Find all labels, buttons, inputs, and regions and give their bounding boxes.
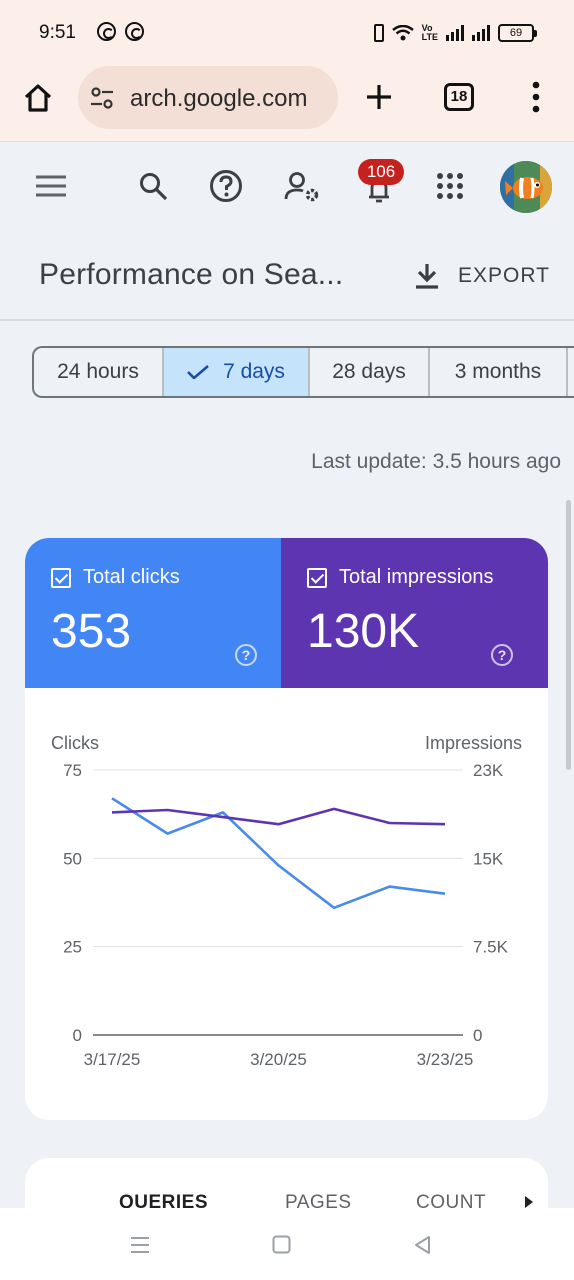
whatsapp-icon	[125, 22, 144, 41]
more-vert-icon	[532, 81, 540, 113]
signal-icon	[472, 25, 490, 41]
apps-grid-icon	[437, 173, 463, 199]
account-avatar[interactable]	[500, 161, 552, 213]
vibrate-icon	[373, 24, 384, 42]
left-tick-label: 0	[73, 1026, 82, 1045]
right-tick-label: 0	[473, 1026, 482, 1045]
help-icon	[210, 170, 242, 202]
total-impressions-tile[interactable]: Total impressions 130K ?	[281, 538, 548, 688]
page-header: Performance on Sea... EXPORT	[0, 233, 574, 321]
impressions-label: Total impressions	[339, 566, 494, 588]
range-chip-3-months[interactable]: 3 months	[430, 348, 568, 396]
url-text[interactable]: arch.google.com	[130, 85, 308, 112]
browser-toolbar: arch.google.com 18	[0, 64, 574, 142]
back-nav-icon[interactable]	[413, 1235, 431, 1255]
new-tab-button[interactable]	[364, 82, 394, 112]
x-tick-label: 3/23/25	[417, 1050, 474, 1068]
home-button[interactable]	[20, 80, 56, 116]
performance-card: Total clicks 353 ? Total impressions 130…	[25, 538, 548, 1120]
browser-menu-button[interactable]	[530, 81, 542, 113]
notification-badge: 106	[358, 159, 404, 185]
left-tick-label: 25	[63, 938, 82, 957]
search-icon	[140, 173, 168, 201]
range-chip-7-days[interactable]: 7 days	[164, 348, 310, 396]
right-tick-label: 7.5K	[473, 938, 509, 957]
help-button[interactable]	[209, 169, 243, 208]
left-tick-label: 75	[63, 761, 82, 780]
signal-icon	[446, 25, 464, 41]
whatsapp-icon	[97, 22, 116, 41]
check-icon	[187, 365, 209, 379]
date-range-selector: 24 hours 7 days 28 days 3 months	[32, 346, 574, 398]
impressions-help-icon[interactable]: ?	[491, 644, 513, 666]
home-nav-icon[interactable]	[272, 1235, 291, 1254]
tab-pages[interactable]: PAGES	[285, 1192, 352, 1213]
apps-button[interactable]	[437, 173, 463, 204]
tabs-scroll-right-icon[interactable]	[525, 1196, 533, 1208]
page-title: Performance on Sea...	[39, 258, 344, 291]
x-tick-label: 3/17/25	[84, 1050, 141, 1068]
search-button[interactable]	[138, 171, 168, 206]
status-bar: 9:51 Vo LTE 69	[0, 0, 574, 64]
volte-icon: Vo LTE	[421, 23, 438, 42]
right-axis-title: Impressions	[425, 733, 522, 753]
system-icons: Vo LTE 69	[373, 22, 537, 44]
range-chip-24-hours[interactable]: 24 hours	[34, 348, 164, 396]
clicks-help-icon[interactable]: ?	[235, 644, 257, 666]
range-chip-28-days[interactable]: 28 days	[310, 348, 430, 396]
impressions-value: 130K	[307, 605, 420, 658]
tab-count[interactable]: COUNT	[416, 1192, 487, 1213]
plus-icon	[367, 85, 391, 109]
left-tick-label: 50	[63, 849, 82, 868]
battery-icon: 69	[498, 24, 537, 42]
manage-users-button[interactable]	[284, 171, 322, 208]
menu-button[interactable]	[36, 175, 66, 202]
download-icon	[416, 264, 438, 289]
performance-chart: Clicks Impressions 75 23K 50 15K 25 7.5K 0 0 3/…	[51, 733, 522, 1068]
status-time: 9:51	[39, 22, 76, 43]
last-update-text: Last update: 3.5 hours ago	[311, 450, 561, 473]
series-line-impressions	[111, 807, 446, 826]
clicks-value: 353	[51, 605, 132, 658]
app-toolbar: 106	[0, 143, 574, 233]
wifi-icon	[391, 25, 414, 41]
system-navigation-bar	[0, 1208, 574, 1280]
series-line-clicks	[111, 797, 446, 910]
clicks-label: Total clicks	[83, 566, 180, 588]
range-chip-label: 24 hours	[57, 360, 139, 383]
page-scrollbar[interactable]	[566, 500, 571, 770]
manage-accounts-icon	[284, 172, 319, 202]
tab-queries[interactable]: QUERIES	[119, 1192, 209, 1213]
right-tick-label: 23K	[473, 761, 504, 780]
recents-menu-icon[interactable]	[130, 1236, 150, 1254]
clicks-checkbox[interactable]	[51, 568, 71, 588]
fish-avatar-icon	[500, 161, 552, 213]
left-axis-title: Clicks	[51, 733, 99, 753]
home-icon	[24, 84, 52, 112]
tab-switcher-button[interactable]: 18	[444, 83, 474, 111]
hamburger-icon	[36, 175, 66, 197]
range-chip-label: 7 days	[223, 360, 285, 383]
total-clicks-tile[interactable]: Total clicks 353 ?	[25, 538, 281, 688]
x-tick-label: 3/20/25	[250, 1050, 307, 1068]
range-chip-label: 3 months	[454, 360, 542, 383]
export-label: EXPORT	[458, 264, 550, 287]
right-tick-label: 15K	[473, 849, 504, 868]
impressions-checkbox[interactable]	[307, 568, 327, 588]
range-chip-label: 28 days	[332, 360, 406, 383]
export-button[interactable]: EXPORT	[414, 259, 550, 293]
site-settings-icon[interactable]	[90, 87, 114, 109]
address-bar[interactable]: arch.google.com	[78, 66, 338, 129]
